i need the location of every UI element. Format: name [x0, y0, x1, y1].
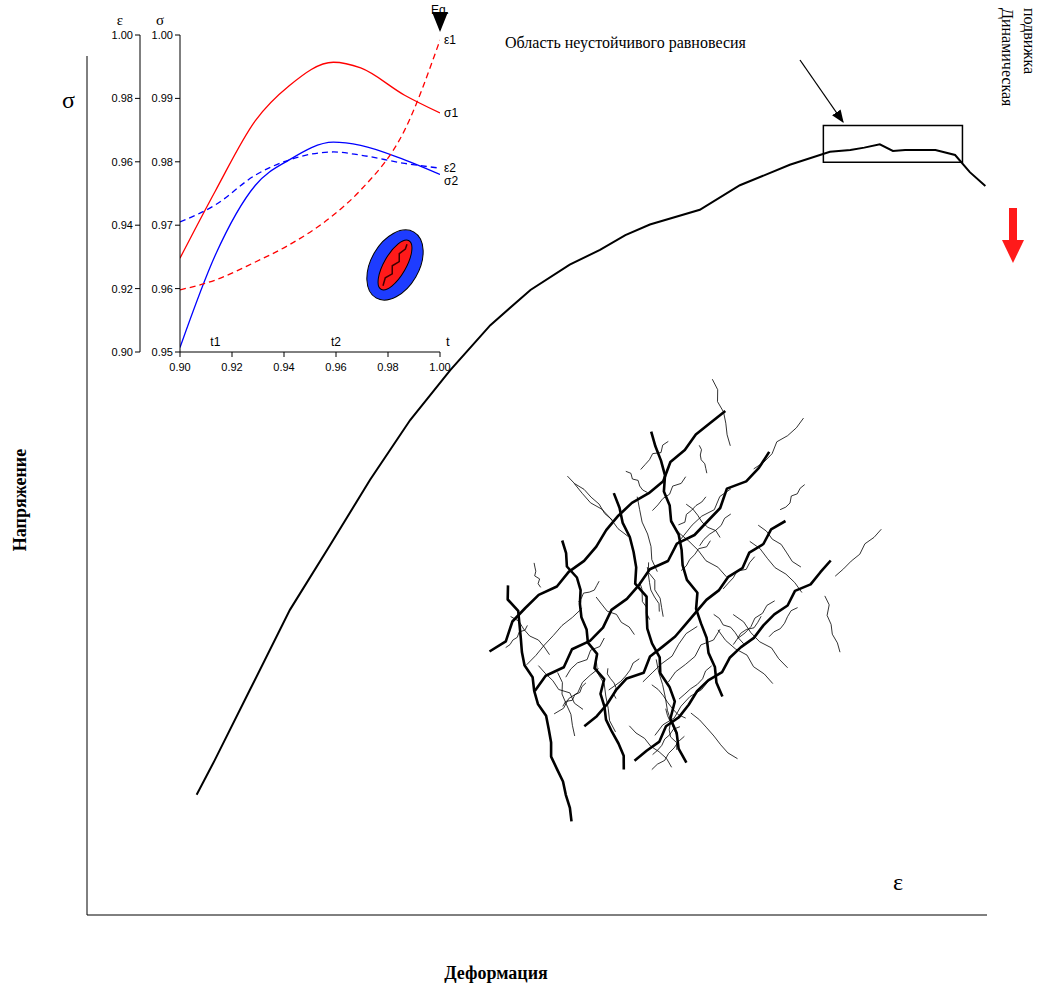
svg-text:Область неустойчивого равновес: Область неустойчивого равновесия	[505, 34, 747, 52]
svg-text:0.99: 0.99	[152, 92, 173, 104]
svg-text:Деформация: Деформация	[444, 963, 548, 983]
svg-text:1.00: 1.00	[429, 361, 450, 373]
svg-text:0.98: 0.98	[112, 92, 133, 104]
svg-text:ε: ε	[117, 12, 123, 28]
svg-text:σ2: σ2	[444, 174, 458, 188]
svg-text:Eq.: Eq.	[431, 3, 449, 17]
svg-text:0.98: 0.98	[152, 156, 173, 168]
svg-text:1.00: 1.00	[152, 29, 173, 41]
svg-text:0.97: 0.97	[152, 219, 173, 231]
svg-text:0.96: 0.96	[112, 156, 133, 168]
svg-text:0.92: 0.92	[221, 361, 242, 373]
svg-text:Напряжение: Напряжение	[10, 449, 30, 551]
svg-text:ε: ε	[893, 869, 903, 895]
svg-text:Динамическая: Динамическая	[998, 8, 1016, 107]
svg-text:0.95: 0.95	[152, 346, 173, 358]
svg-text:0.96: 0.96	[325, 361, 346, 373]
svg-text:ε2: ε2	[444, 161, 456, 175]
svg-text:0.94: 0.94	[273, 361, 294, 373]
svg-text:t1: t1	[210, 335, 220, 349]
svg-text:0.90: 0.90	[169, 361, 190, 373]
svg-text:t2: t2	[331, 335, 341, 349]
svg-text:0.90: 0.90	[112, 346, 133, 358]
svg-text:σ1: σ1	[444, 106, 458, 120]
svg-text:σ: σ	[156, 12, 164, 28]
svg-text:0.96: 0.96	[152, 283, 173, 295]
svg-text:подвижка: подвижка	[1020, 8, 1038, 74]
svg-text:0.98: 0.98	[377, 361, 398, 373]
svg-text:σ: σ	[62, 87, 75, 113]
svg-text:0.94: 0.94	[112, 219, 133, 231]
svg-text:ε1: ε1	[444, 33, 456, 47]
svg-text:1.00: 1.00	[112, 29, 133, 41]
svg-text:0.92: 0.92	[112, 283, 133, 295]
svg-text:t: t	[446, 334, 450, 349]
